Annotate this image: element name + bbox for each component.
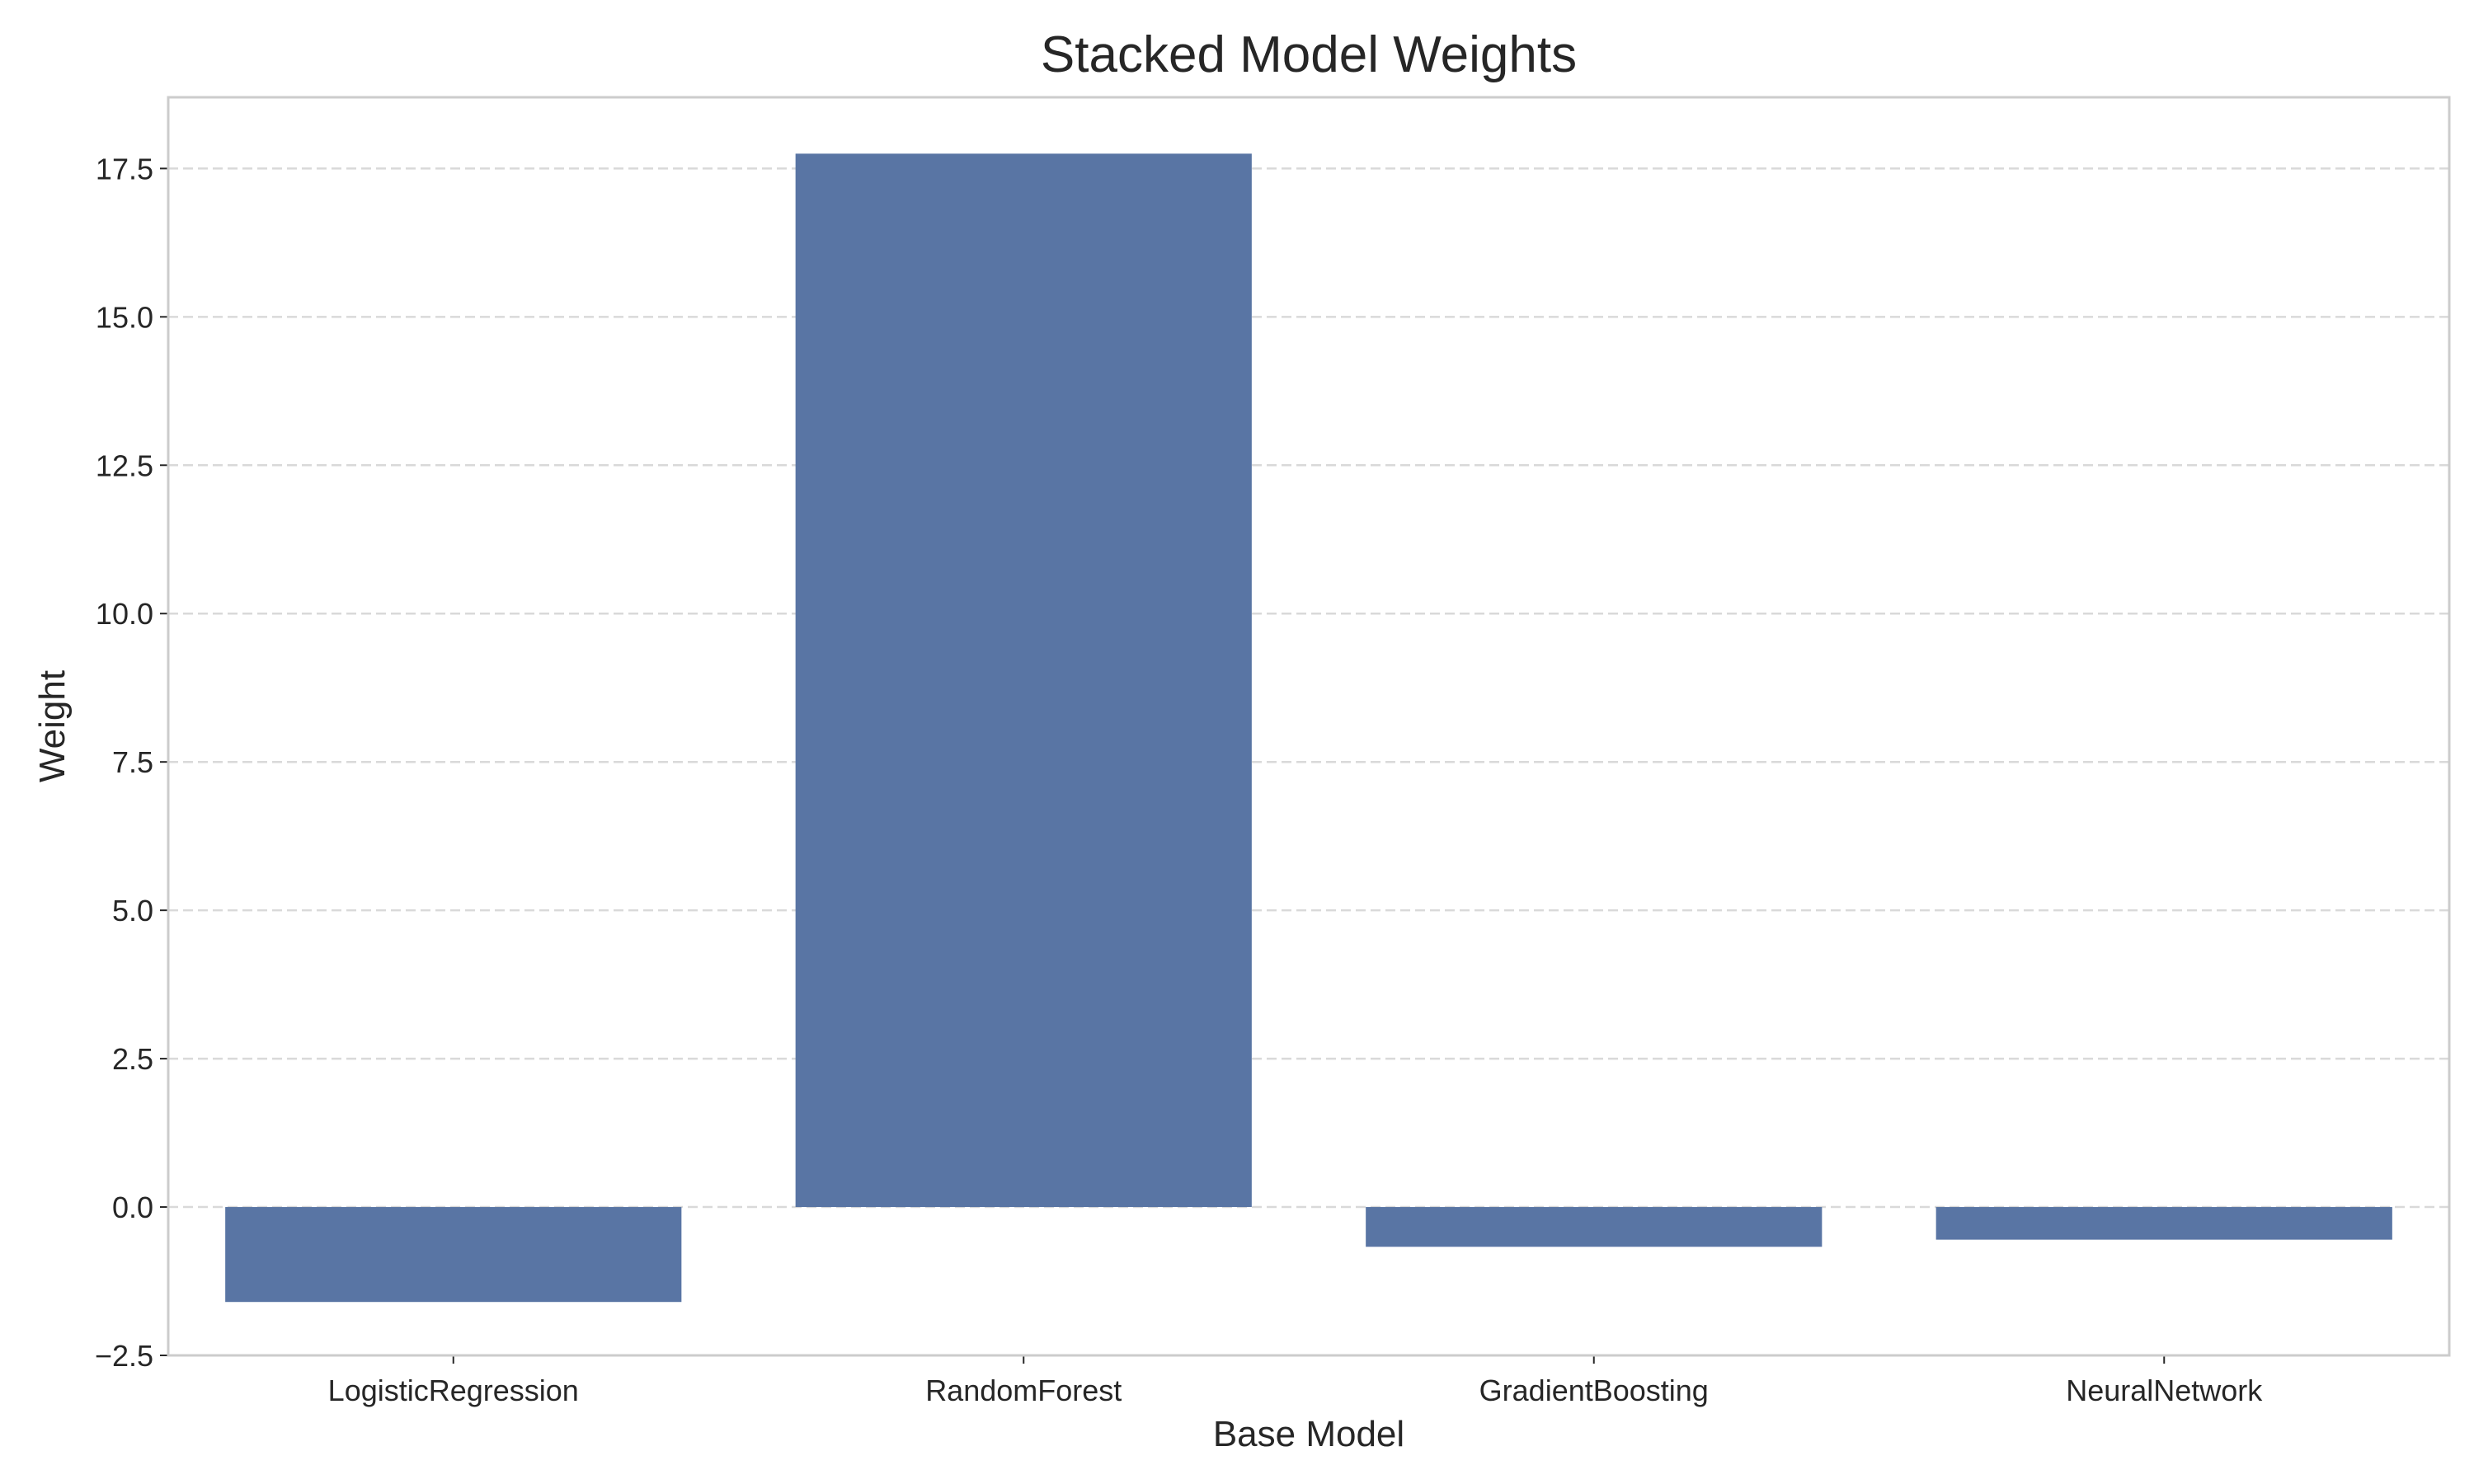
y-tick-label: 17.5 (96, 152, 153, 186)
x-tick-label: RandomForest (925, 1374, 1122, 1407)
gridlines (168, 167, 2449, 1357)
bar-gradientboosting (1366, 1207, 1823, 1247)
bar-randomforest (795, 153, 1252, 1208)
bars (225, 153, 2392, 1303)
y-tick-label: 10.0 (96, 597, 153, 631)
x-tick-label: NeuralNetwork (2066, 1374, 2263, 1407)
y-tick-label: −2.5 (95, 1339, 153, 1373)
y-tick-label: 2.5 (112, 1042, 153, 1076)
y-tick-label: 5.0 (112, 894, 153, 928)
x-tick-label: GradientBoosting (1479, 1374, 1709, 1407)
chart-title: Stacked Model Weights (1041, 26, 1577, 83)
plot-frame (167, 96, 2451, 1357)
x-axis-label: Base Model (1213, 1414, 1404, 1454)
y-tick-label: 0.0 (112, 1190, 153, 1224)
y-tick-label: 12.5 (96, 448, 153, 482)
y-tick-label: 15.0 (96, 300, 153, 334)
y-axis-label: Weight (32, 670, 73, 782)
y-axis-ticks: −2.5 0.0 2.5 5.0 7.5 10.0 12.5 15.0 17.5 (95, 152, 168, 1373)
bar-neuralnetwork (1935, 1207, 2392, 1240)
bar-logisticregression (225, 1207, 682, 1303)
y-tick-label: 7.5 (112, 745, 153, 779)
x-axis-ticks: LogisticRegression RandomForest GradientBo… (328, 1355, 2263, 1407)
x-tick-label: LogisticRegression (328, 1374, 579, 1407)
